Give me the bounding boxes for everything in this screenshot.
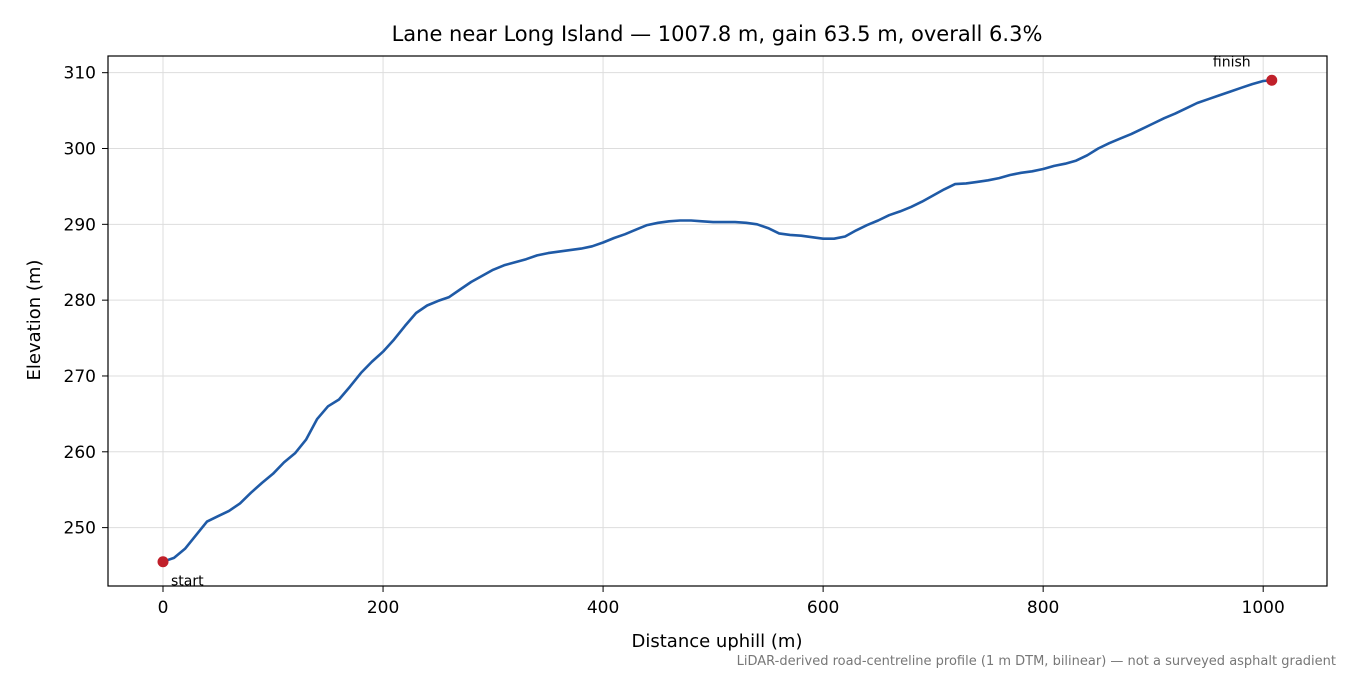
y-axis-label: Elevation (m): [24, 260, 45, 381]
y-tick-label: 270: [64, 367, 96, 387]
x-tick-label: 0: [158, 598, 169, 618]
endpoint-annotations: start finish: [171, 54, 1251, 589]
chart-title: Lane near Long Island — 1007.8 m, gain 6…: [392, 22, 1043, 46]
chart-footnote: LiDAR-derived road-centreline profile (1…: [737, 654, 1336, 669]
plot-frame: [107, 55, 1328, 587]
x-tick-label: 1000: [1242, 598, 1285, 618]
y-tick-label: 300: [64, 140, 96, 160]
y-axis-ticks: 250 260 270 280 290 300 310: [64, 64, 108, 539]
x-tick-label: 200: [367, 598, 399, 618]
x-tick-label: 600: [807, 598, 839, 618]
start-marker: [157, 556, 169, 568]
x-tick-label: 400: [587, 598, 619, 618]
endpoint-markers: [157, 74, 1278, 568]
grid-lines: [108, 56, 1327, 586]
y-tick-label: 290: [64, 215, 96, 235]
y-tick-label: 250: [64, 519, 96, 539]
start-label: start: [171, 574, 204, 590]
finish-label: finish: [1213, 54, 1251, 70]
x-axis-label: Distance uphill (m): [632, 631, 803, 652]
elevation-line-layer: [161, 79, 1274, 563]
elevation-series-line: [161, 79, 1274, 563]
finish-marker: [1266, 74, 1278, 86]
x-axis-ticks: 0 200 400 600 800 1000: [158, 586, 1285, 618]
y-tick-label: 260: [64, 443, 96, 463]
y-tick-label: 310: [64, 64, 96, 84]
x-tick-label: 800: [1027, 598, 1059, 618]
y-tick-label: 280: [64, 291, 96, 311]
